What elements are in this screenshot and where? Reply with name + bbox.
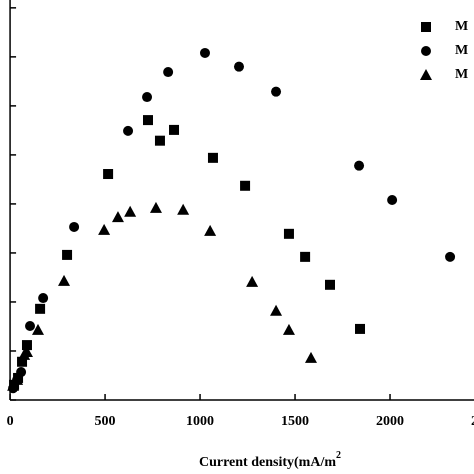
legend-label: M: [455, 43, 468, 58]
circle-marker: [354, 160, 365, 171]
circle-marker: [69, 221, 80, 232]
x-label-superscript: 2: [336, 450, 341, 461]
circle-marker: [199, 47, 210, 58]
x-tick-label: 1500: [281, 414, 309, 429]
square-marker: [300, 251, 311, 262]
triangle-marker: [98, 223, 111, 235]
triangle-marker: [304, 351, 317, 363]
triangle-marker: [204, 224, 217, 236]
x-label-text: Current density(mA/m: [199, 455, 336, 470]
square-marker: [62, 249, 73, 260]
triangle-marker: [31, 323, 44, 335]
triangle-marker: [20, 345, 33, 357]
triangle-marker: [11, 373, 24, 385]
triangle-marker: [270, 304, 283, 316]
circle-marker: [233, 61, 244, 72]
square-marker: [324, 279, 335, 290]
x-tick-label: 2500: [471, 414, 474, 429]
x-tick-label: 500: [95, 414, 116, 429]
circle-marker: [142, 92, 153, 103]
circle-marker: [421, 46, 431, 56]
circle-marker: [38, 293, 49, 304]
x-tick-label: 2000: [376, 414, 404, 429]
circle-marker: [163, 67, 174, 78]
square-marker: [207, 152, 218, 163]
triangle-marker: [420, 69, 432, 80]
square-marker: [21, 340, 32, 351]
square-marker: [103, 169, 114, 180]
triangle-marker: [282, 323, 295, 335]
square-marker: [169, 124, 180, 135]
triangle-marker: [246, 275, 259, 287]
legend-label: M: [455, 19, 468, 34]
triangle-marker: [7, 379, 20, 391]
square-marker: [142, 115, 153, 126]
square-marker: [240, 180, 251, 191]
circle-marker: [25, 320, 36, 331]
triangle-marker: [177, 203, 190, 215]
legend-label: M: [455, 67, 468, 82]
circle-marker: [387, 195, 398, 205]
triangle-marker: [149, 201, 162, 213]
triangle-marker: [58, 274, 71, 286]
x-tick-label: 0: [7, 414, 14, 429]
square-marker: [35, 303, 46, 314]
square-marker: [17, 356, 28, 367]
x-axis-label: Current density(mA/m2: [199, 450, 341, 470]
square-marker: [355, 323, 366, 334]
square-marker: [421, 22, 431, 32]
triangle-marker: [124, 205, 137, 217]
triangle-marker: [111, 211, 124, 223]
square-marker: [283, 228, 294, 239]
circle-marker: [16, 367, 27, 378]
circle-marker: [445, 251, 456, 262]
circle-marker: [123, 125, 134, 136]
circle-marker: [271, 86, 282, 97]
x-tick-label: 1000: [186, 414, 214, 429]
square-marker: [154, 135, 165, 146]
